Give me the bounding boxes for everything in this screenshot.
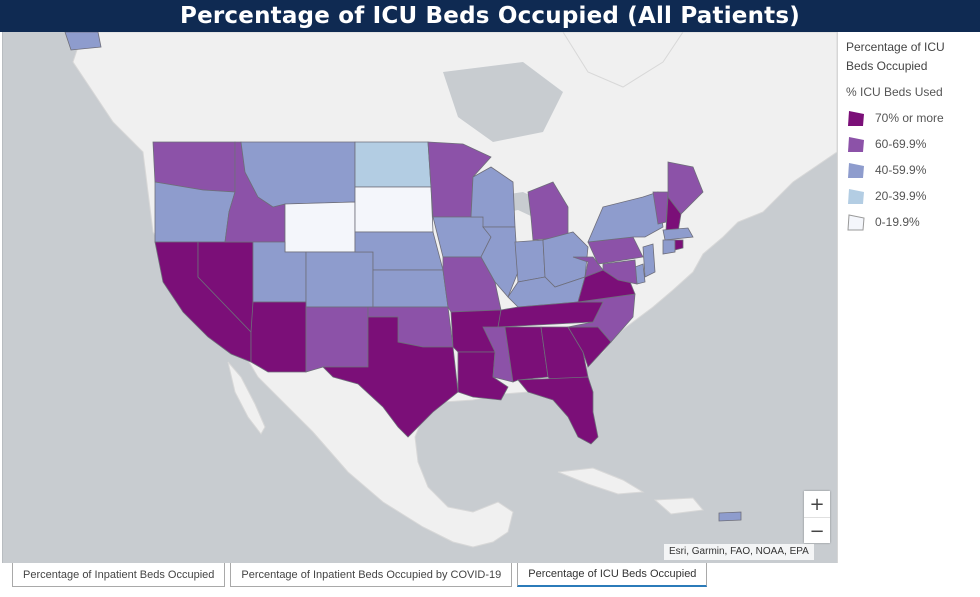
legend-title: Percentage of ICU Beds Occupied — [846, 40, 945, 73]
map-canvas[interactable] — [3, 32, 837, 563]
state-ms[interactable] — [482, 326, 514, 383]
state-fl[interactable] — [517, 376, 599, 445]
legend-row-60-69: 60-69.9% — [846, 131, 970, 157]
state-ak[interactable] — [64, 32, 102, 51]
map-attribution: Esri, Garmin, FAO, NOAA, EPA — [664, 544, 814, 560]
state-ri[interactable] — [674, 239, 684, 251]
legend-swatch-60-69 — [848, 137, 864, 152]
state-mt[interactable] — [240, 141, 356, 208]
tab-icu-beds[interactable]: Percentage of ICU Beds Occupied — [517, 563, 708, 587]
state-il[interactable] — [480, 226, 519, 298]
greenland-landmass — [562, 32, 684, 88]
zoom-control: + − — [804, 491, 830, 543]
legend-panel: Percentage of ICU Beds Occupied % ICU Be… — [837, 32, 978, 563]
state-ny[interactable] — [587, 191, 664, 243]
tab-inpatient-beds-covid[interactable]: Percentage of Inpatient Beds Occupied by… — [230, 563, 513, 587]
legend-label-20-39: 20-39.9% — [875, 189, 927, 203]
state-ma[interactable] — [662, 227, 694, 241]
legend-label-70-plus: 70% or more — [875, 111, 944, 125]
state-in[interactable] — [514, 239, 546, 283]
cuba-landmass — [557, 467, 645, 495]
state-ks[interactable] — [372, 269, 449, 308]
states-layer — [64, 32, 742, 522]
hispaniola-landmass — [653, 497, 704, 515]
legend-row-0-19: 0-19.9% — [846, 209, 970, 235]
state-or[interactable] — [154, 181, 236, 243]
map-view[interactable] — [2, 32, 837, 563]
zoom-out-button[interactable]: − — [804, 517, 830, 544]
baja-peninsula — [227, 361, 266, 435]
legend-row-70-plus: 70% or more — [846, 105, 970, 131]
zoom-in-button[interactable]: + — [809, 493, 825, 515]
legend-swatch-40-59 — [848, 163, 864, 178]
legend-swatch-0-19 — [847, 214, 865, 231]
state-wy[interactable] — [284, 201, 356, 253]
state-nd[interactable] — [354, 141, 432, 188]
state-co[interactable] — [305, 251, 374, 308]
state-ct[interactable] — [662, 239, 676, 255]
title-bar: Percentage of ICU Beds Occupied (All Pat… — [0, 0, 980, 32]
state-vt[interactable] — [652, 191, 669, 225]
legend-label-0-19: 0-19.9% — [875, 215, 920, 229]
hudson-bay — [443, 62, 563, 142]
legend-field-name: % ICU Beds Used — [846, 85, 943, 99]
state-nj[interactable] — [642, 243, 656, 278]
legend-label-40-59: 40-59.9% — [875, 163, 927, 177]
state-sd[interactable] — [354, 186, 434, 233]
state-me[interactable] — [667, 161, 704, 215]
legend-swatch-70-plus — [848, 111, 864, 126]
page-title: Percentage of ICU Beds Occupied (All Pat… — [180, 3, 800, 29]
state-pr[interactable] — [718, 511, 742, 522]
legend-row-20-39: 20-39.9% — [846, 183, 970, 209]
legend-swatch-20-39 — [848, 189, 864, 204]
tab-inpatient-beds[interactable]: Percentage of Inpatient Beds Occupied — [12, 563, 226, 587]
state-wv[interactable] — [572, 256, 604, 278]
tab-bar: Percentage of Inpatient Beds Occupied Pe… — [12, 563, 712, 589]
state-md[interactable] — [602, 259, 638, 285]
state-nm[interactable] — [305, 306, 369, 373]
state-ia[interactable] — [432, 216, 492, 258]
state-az[interactable] — [250, 301, 307, 373]
legend-label-60-69: 60-69.9% — [875, 137, 927, 151]
legend-row-40-59: 40-59.9% — [846, 157, 970, 183]
state-al[interactable] — [504, 326, 549, 383]
state-nc[interactable] — [567, 293, 636, 343]
